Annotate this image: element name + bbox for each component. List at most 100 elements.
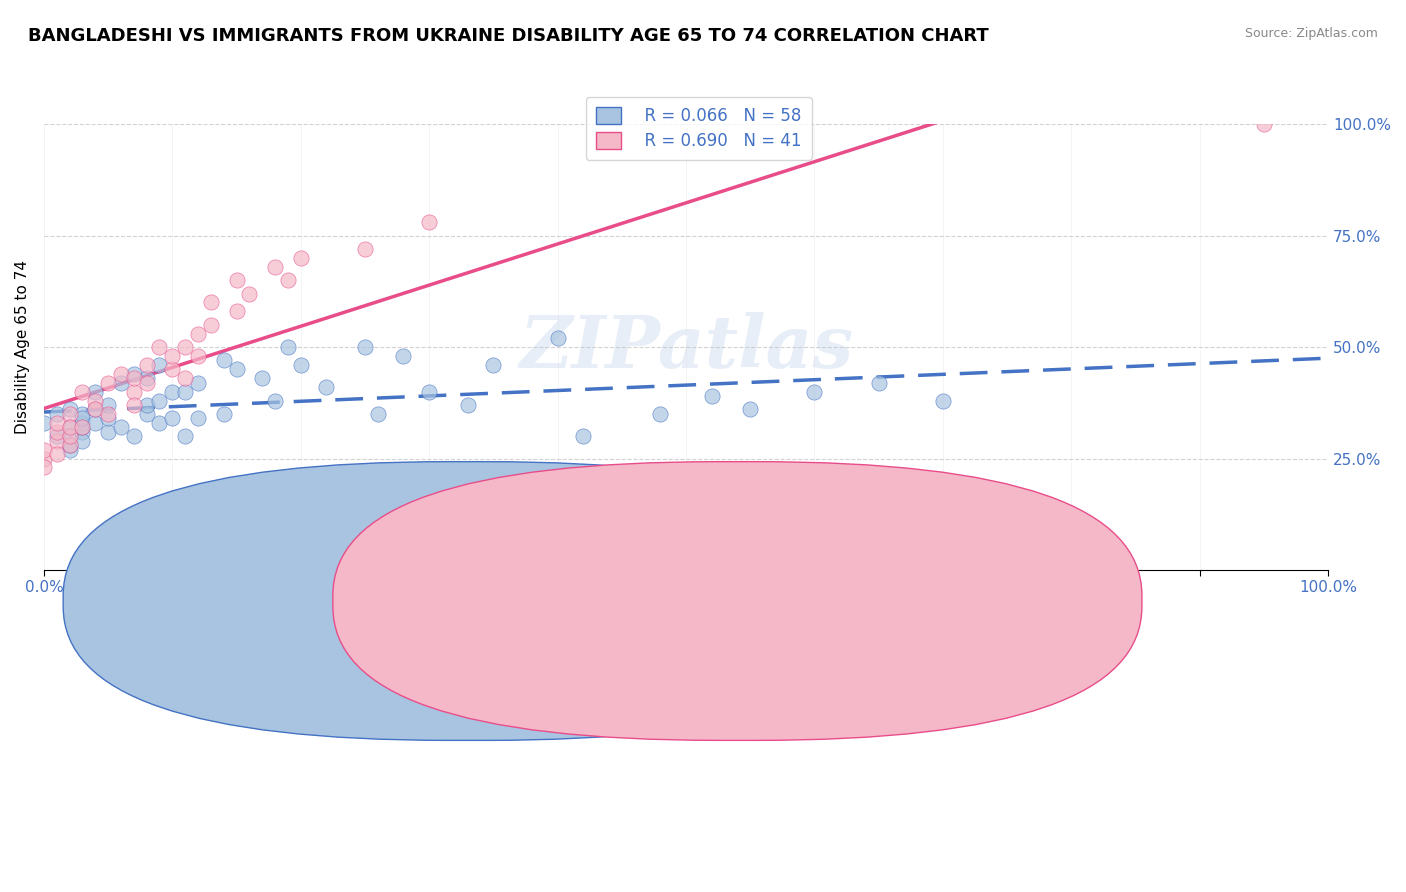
Point (174, 371, 197, 385)
Point (187, 326, 209, 341)
Point (58, 420, 80, 434)
Point (162, 362, 184, 376)
Point (72, 434, 94, 448)
Point (32, 460, 55, 475)
Point (650, 407, 672, 421)
Point (225, 362, 247, 376)
Point (264, 260, 287, 274)
Point (277, 340, 299, 354)
Point (58, 442, 80, 457)
Point (135, 407, 157, 421)
Y-axis label: Disability Age 65 to 74: Disability Age 65 to 74 (15, 260, 30, 434)
Point (932, 393, 955, 408)
Point (58, 420, 80, 434)
Text: Bangladeshis: Bangladeshis (481, 594, 583, 608)
Point (45, 425, 67, 439)
Text: Immigrants from Ukraine: Immigrants from Ukraine (679, 594, 872, 608)
Point (803, 384, 825, 399)
Point (174, 340, 197, 354)
Point (58, 429, 80, 443)
Point (84, 384, 107, 399)
Point (187, 376, 209, 390)
Point (200, 295, 222, 310)
Point (174, 384, 197, 399)
Point (135, 376, 157, 390)
Point (162, 349, 184, 363)
Point (110, 376, 132, 390)
Point (72, 384, 94, 399)
Point (212, 353, 235, 368)
Point (122, 384, 145, 399)
Point (290, 358, 312, 372)
Point (135, 358, 157, 372)
Point (58, 438, 80, 452)
Point (174, 429, 197, 443)
Point (315, 380, 337, 394)
Point (162, 384, 184, 399)
Point (148, 358, 170, 372)
FancyBboxPatch shape (333, 462, 1142, 740)
Point (97, 376, 120, 390)
Point (238, 286, 260, 301)
Point (84, 393, 107, 408)
Point (1253, 117, 1275, 131)
Point (740, 402, 762, 417)
Point (212, 407, 235, 421)
Point (58, 429, 80, 443)
Point (264, 393, 287, 408)
Point (135, 371, 157, 385)
Point (148, 340, 170, 354)
Point (162, 411, 184, 425)
Text: ZIPatlas: ZIPatlas (519, 311, 853, 383)
Point (32, 416, 55, 430)
Point (572, 429, 595, 443)
Point (354, 242, 377, 256)
Point (97, 398, 120, 412)
Point (547, 331, 569, 345)
Point (250, 371, 273, 385)
Point (135, 398, 157, 412)
Point (58, 402, 80, 417)
Point (418, 384, 440, 399)
Point (58, 407, 80, 421)
Point (58, 438, 80, 452)
Point (277, 273, 299, 287)
Point (367, 407, 389, 421)
Point (457, 398, 479, 412)
Point (32, 451, 55, 466)
Point (72, 416, 94, 430)
FancyBboxPatch shape (63, 462, 872, 740)
Point (45, 407, 67, 421)
Point (84, 416, 107, 430)
Point (187, 411, 209, 425)
Text: BANGLADESHI VS IMMIGRANTS FROM UKRAINE DISABILITY AGE 65 TO 74 CORRELATION CHART: BANGLADESHI VS IMMIGRANTS FROM UKRAINE D… (28, 27, 988, 45)
Point (418, 215, 440, 229)
Point (110, 367, 132, 381)
Point (225, 304, 247, 318)
Point (200, 318, 222, 332)
Point (97, 425, 120, 439)
Point (45, 434, 67, 448)
Point (187, 349, 209, 363)
Point (72, 425, 94, 439)
Point (122, 398, 145, 412)
Point (97, 407, 120, 421)
Point (97, 411, 120, 425)
Point (45, 429, 67, 443)
Point (290, 251, 312, 265)
Point (72, 420, 94, 434)
Point (700, 389, 723, 403)
Point (354, 340, 377, 354)
Point (868, 376, 890, 390)
Point (392, 349, 415, 363)
Point (45, 447, 67, 461)
Point (45, 416, 67, 430)
Point (72, 407, 94, 421)
Legend:   R = 0.066   N = 58,   R = 0.690   N = 41: R = 0.066 N = 58, R = 0.690 N = 41 (586, 96, 811, 160)
Point (84, 402, 107, 417)
Point (110, 420, 132, 434)
Point (72, 411, 94, 425)
Point (84, 402, 107, 417)
Point (72, 420, 94, 434)
Point (148, 393, 170, 408)
